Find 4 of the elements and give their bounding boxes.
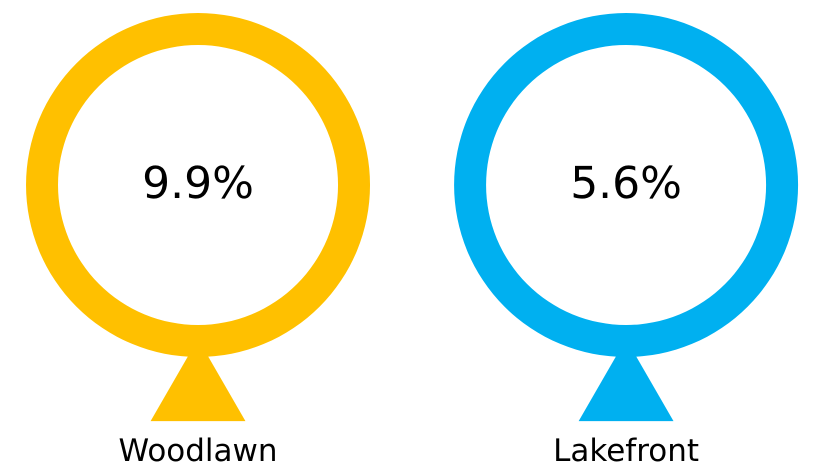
category-label: Lakefront [553,433,700,469]
data-label: 9.9% [142,158,254,209]
data-label: 5.6% [570,158,682,209]
category-label: Woodlawn [118,433,278,469]
